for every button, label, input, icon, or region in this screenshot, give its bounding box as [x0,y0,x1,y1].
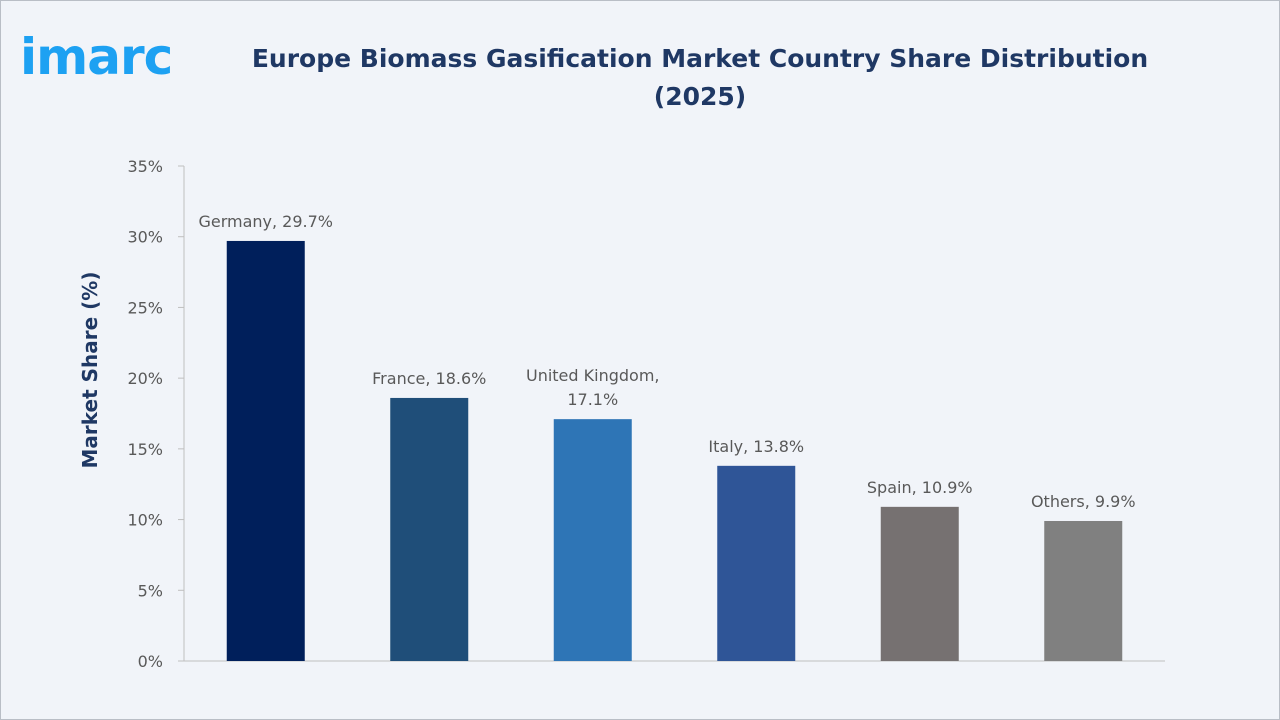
bar-germany [226,240,305,661]
bars [226,240,1123,661]
y-tick-label: 10% [127,511,163,530]
y-axis-label: Market Share (%) [78,272,102,469]
data-label: France, 18.6% [372,369,486,388]
data-label: Italy, 13.8% [708,437,804,456]
data-label: United Kingdom, [526,366,660,385]
data-label: 17.1% [567,390,618,409]
y-tick-label: 30% [127,228,163,247]
data-label: Others, 9.9% [1031,492,1136,511]
y-tick-label: 35% [127,157,163,176]
y-tick-label: 25% [127,298,163,317]
y-tick-label: 5% [138,581,163,600]
bar-france [390,397,469,661]
bar-italy [717,465,796,661]
bar-spain [880,506,959,661]
y-tick-label: 15% [127,440,163,459]
bar-united-kingdom [553,419,632,661]
data-label: Germany, 29.7% [198,212,333,231]
y-axis: 0% 5% 10% 15% 20% 25% 30% 35% [127,157,185,671]
chart-title-line-2: (2025) [653,82,747,111]
bar-others [1044,520,1123,661]
chart-title-line-1: Europe Biomass Gasification Market Count… [251,44,1149,73]
data-label: Spain, 10.9% [867,478,973,497]
y-tick-label: 0% [138,652,163,671]
y-tick-label: 20% [127,369,163,388]
chart-title: Europe Biomass Gasification Market Count… [250,40,1150,116]
imarc-logo-text: imarc [20,28,172,80]
data-labels: Germany, 29.7% France, 18.6% United Kingdo… [198,212,1135,511]
imarc-logo: imarc [20,28,173,80]
